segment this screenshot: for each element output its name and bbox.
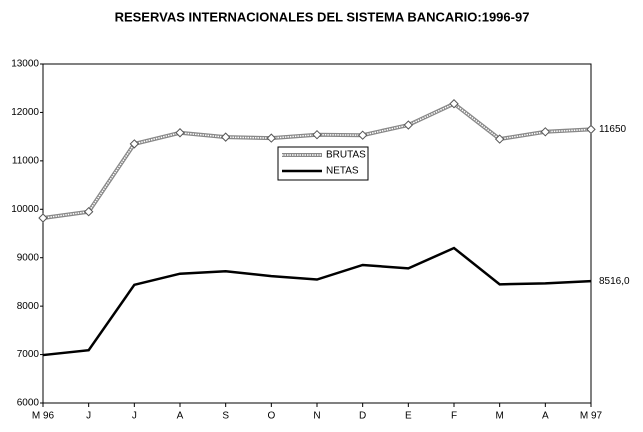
x-tick-label: E bbox=[405, 411, 412, 422]
y-tick-label: 12000 bbox=[11, 107, 39, 118]
point-marker bbox=[540, 127, 551, 137]
y-tick-label: 8000 bbox=[17, 301, 40, 312]
point-marker bbox=[357, 130, 368, 140]
x-tick-label: J bbox=[86, 411, 91, 422]
plot-frame bbox=[42, 63, 592, 404]
point-marker bbox=[403, 120, 414, 130]
legend-box bbox=[277, 146, 369, 181]
x-tick-label: M 96 bbox=[32, 411, 55, 422]
legend-label: BRUTAS bbox=[326, 150, 366, 161]
y-tick-label: 7000 bbox=[17, 349, 40, 360]
x-tick-label: A bbox=[177, 411, 184, 422]
x-tick-label: M bbox=[495, 411, 503, 422]
point-marker bbox=[586, 124, 596, 135]
point-marker bbox=[312, 129, 322, 140]
y-tick-label: 10000 bbox=[11, 204, 39, 215]
point-marker bbox=[175, 128, 185, 138]
x-tick-label: O bbox=[267, 411, 275, 422]
x-tick-label: D bbox=[359, 411, 366, 422]
point-marker bbox=[266, 133, 277, 143]
x-tick-label: M 97 bbox=[580, 411, 603, 422]
x-tick-label: F bbox=[451, 411, 457, 422]
chart-title: RESERVAS INTERNACIONALES DEL SISTEMA BAN… bbox=[115, 9, 530, 24]
point-marker bbox=[449, 99, 459, 109]
point-marker bbox=[220, 132, 231, 142]
point-marker bbox=[38, 213, 48, 223]
value-label: 11650 bbox=[599, 124, 627, 135]
point-marker bbox=[494, 134, 505, 144]
x-tick-label: A bbox=[542, 411, 549, 422]
point-marker bbox=[83, 206, 94, 217]
y-tick-label: 6000 bbox=[17, 398, 40, 409]
y-tick-label: 11000 bbox=[12, 155, 40, 166]
series-line bbox=[42, 246, 592, 357]
x-tick-label: N bbox=[313, 411, 320, 422]
x-tick-label: J bbox=[132, 411, 137, 422]
value-label: 8516,0 bbox=[599, 276, 630, 287]
point-marker bbox=[129, 139, 140, 149]
legend-label: NETAS bbox=[326, 166, 359, 177]
y-tick-label: 13000 bbox=[11, 59, 39, 70]
y-tick-label: 9000 bbox=[17, 252, 40, 263]
x-tick-label: S bbox=[222, 411, 229, 422]
